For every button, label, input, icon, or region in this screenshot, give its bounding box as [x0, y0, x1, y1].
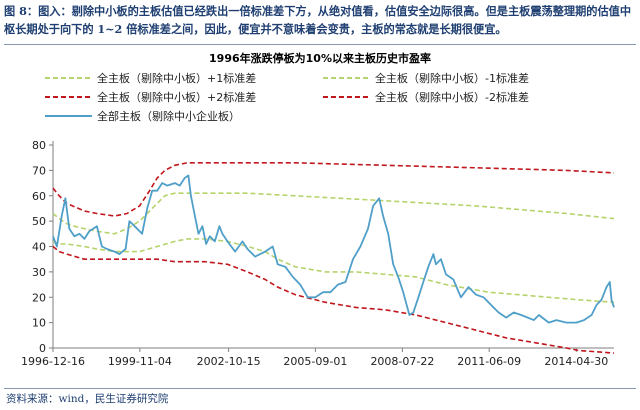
y-tick-label: 30	[32, 266, 46, 279]
legend-label-4: 全主板（剔除中小板）-2标准差	[375, 90, 529, 104]
y-tick-label: 60	[32, 190, 46, 203]
y-tick-label: 70	[32, 164, 46, 177]
x-tick-label: 2002-10-15	[197, 355, 261, 368]
chart-axes: 0 10 20 30 40 50 60 70 80 1996-12-16 1999-11-04 200…	[21, 139, 614, 368]
chart-plot-area	[52, 162, 615, 354]
y-tick-label: 0	[39, 342, 46, 355]
x-tick-label: 1999-11-04	[108, 355, 172, 368]
caption-divider	[4, 44, 636, 45]
x-tick-label: 2008-07-22	[370, 355, 434, 368]
series-line-2	[52, 238, 615, 304]
legend-label-3: 全主板（剔除中小板）+2标准差	[97, 90, 256, 104]
y-tick-label: 10	[32, 317, 46, 330]
x-tick-label: 2005-09-01	[283, 355, 347, 368]
series-line-5	[52, 174, 615, 324]
x-tick-label: 2011-06-09	[457, 355, 521, 368]
figure-number: 图 8：	[4, 4, 39, 18]
legend-label-2: 全主板（剔除中小板）-1标准差	[375, 71, 529, 85]
series-line-1	[52, 192, 615, 235]
series-line-4	[52, 245, 615, 354]
legend-label-5: 全部主板（剔除中小企业板）	[97, 109, 240, 123]
chart-title: 1996年涨跌停板为10%以来主板历史市盈率	[209, 51, 431, 65]
legend-label-1: 全主板（剔除中小板）+1标准差	[97, 71, 256, 85]
y-tick-label: 50	[32, 215, 46, 228]
series-line-3	[52, 162, 615, 217]
y-tick-label: 40	[32, 241, 46, 254]
chart-legend: 全主板（剔除中小板）+1标准差 全主板（剔除中小板）-1标准差全主板（剔除中小板）…	[45, 71, 529, 123]
y-tick-label: 20	[32, 291, 46, 304]
figure-caption: 图 8：图入：剔除中小板的主板估值已经跌出一倍标准差下方，从绝对值看，估值安全边…	[4, 2, 634, 38]
data-source-note: 资料来源：wind，民生证券研究院	[6, 393, 169, 405]
figure-caption-text: 图入：剔除中小板的主板估值已经跌出一倍标准差下方，从绝对值看，估值安全边际很高。…	[4, 4, 632, 36]
pe-history-chart: 1996年涨跌停板为10%以来主板历史市盈率 全主板（剔除中小板）+1标准差 全主…	[21, 51, 615, 368]
x-tick-label: 1996-12-16	[21, 355, 85, 368]
x-tick-label: 2014-04-30	[544, 355, 608, 368]
y-tick-label: 80	[32, 139, 46, 152]
source-divider	[4, 388, 636, 389]
